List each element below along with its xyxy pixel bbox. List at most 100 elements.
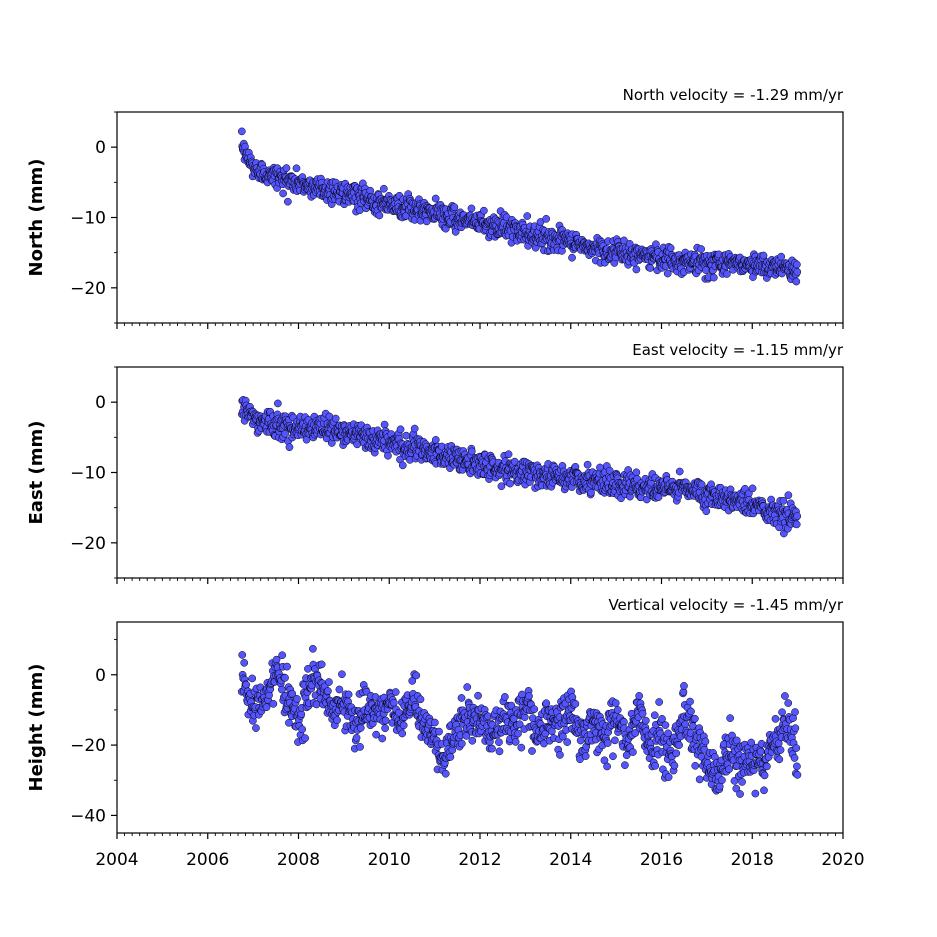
data-point (324, 687, 332, 695)
y-tick-label: −20 (70, 279, 106, 299)
data-point (412, 671, 421, 680)
data-point (759, 251, 768, 260)
data-point (504, 450, 513, 459)
data-point (655, 698, 663, 706)
data-point (242, 680, 251, 689)
data-point (732, 736, 741, 745)
x-tick-label: 2012 (458, 850, 501, 870)
data-point (691, 761, 700, 770)
data-point (709, 273, 718, 282)
data-point (530, 705, 539, 714)
data-point (654, 493, 663, 501)
data-point (691, 714, 699, 723)
data-point (613, 706, 622, 714)
data-point (756, 747, 765, 756)
data-point (463, 683, 472, 691)
data-point (751, 789, 760, 798)
data-point (603, 762, 611, 771)
data-point (515, 720, 524, 729)
data-point (723, 270, 731, 278)
data-point (523, 212, 532, 220)
data-point (651, 761, 660, 770)
panel-1: North velocity = -1.29 mm/yr North (mm) 0 −… (26, 86, 844, 329)
data-point (542, 699, 551, 708)
data-point (646, 264, 655, 272)
data-point (697, 480, 706, 489)
data-point (793, 512, 802, 521)
data-point (701, 737, 710, 746)
data-point (571, 699, 580, 708)
data-point (650, 711, 659, 720)
data-point (793, 762, 801, 771)
data-point (632, 265, 641, 274)
data-point (514, 729, 522, 738)
data-point (631, 729, 640, 737)
data-point (378, 734, 387, 743)
data-point (638, 709, 647, 718)
data-point (240, 658, 249, 667)
data-point (793, 771, 802, 779)
data-point (793, 260, 801, 269)
data-point (675, 467, 684, 476)
data-point (416, 695, 425, 704)
data-point (279, 189, 287, 198)
panel-title: North velocity = -1.29 mm/yr (623, 86, 844, 104)
data-point (511, 738, 520, 746)
data-point (292, 164, 301, 173)
data-point (620, 236, 628, 245)
data-point (793, 268, 802, 276)
data-point (730, 777, 739, 785)
data-point (474, 691, 482, 700)
data-point (402, 431, 411, 440)
x-tick-label: 2010 (368, 850, 411, 870)
data-point (431, 194, 440, 203)
panel-title: Vertical velocity = -1.45 mm/yr (608, 596, 843, 614)
data-point (399, 721, 408, 730)
data-point (335, 685, 344, 694)
data-point (629, 748, 637, 756)
data-point (687, 707, 695, 716)
data-point (509, 714, 518, 723)
data-point (686, 697, 694, 706)
panel-2: East velocity = -1.15 mm/yr East (mm) 0 −10… (26, 341, 844, 584)
data-point (381, 716, 390, 725)
data-point (760, 786, 768, 795)
data-point (410, 424, 419, 433)
scatter-series (237, 644, 802, 798)
y-tick-label: 0 (95, 666, 106, 686)
data-point (760, 771, 769, 780)
scatter-series (237, 127, 802, 286)
data-point (356, 724, 365, 732)
data-point (791, 708, 799, 716)
data-point (775, 755, 784, 764)
data-point (661, 721, 670, 729)
data-point (457, 694, 466, 702)
data-point (670, 761, 679, 770)
data-point (278, 685, 286, 694)
data-point (284, 197, 292, 206)
data-point (238, 651, 247, 659)
x-tick-label: 2006 (186, 850, 229, 870)
data-point (726, 714, 734, 722)
data-point (468, 736, 477, 745)
data-point (274, 399, 282, 408)
data-point (697, 245, 705, 253)
data-point (356, 743, 364, 751)
y-tick-label: −10 (70, 209, 106, 229)
data-point (495, 747, 504, 756)
data-point (736, 790, 744, 798)
data-point (352, 733, 361, 742)
data-point (517, 743, 526, 752)
data-point (338, 670, 346, 679)
data-point (380, 420, 389, 429)
panel-3: Vertical velocity = -1.45 mm/yr Height (m… (26, 596, 865, 870)
data-point (791, 724, 800, 733)
data-point (389, 698, 398, 707)
data-point (778, 708, 786, 717)
data-point (446, 753, 455, 761)
data-point (301, 734, 309, 743)
data-point (285, 443, 294, 452)
data-point (680, 682, 688, 690)
data-point (702, 507, 711, 516)
